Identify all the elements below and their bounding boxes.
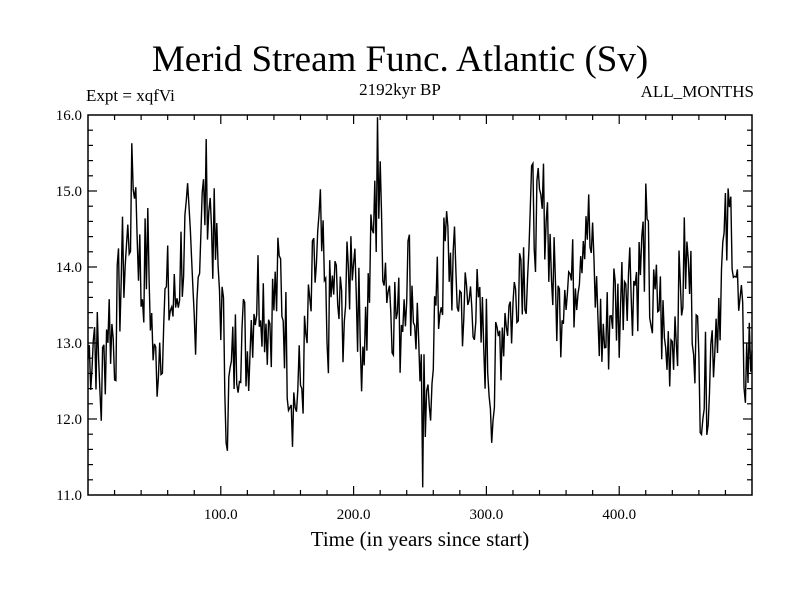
chart-subtitle: 2192kyr BP: [359, 80, 441, 99]
y-tick-label: 15.0: [56, 184, 82, 200]
x-axis-label: Time (in years since start): [310, 527, 530, 551]
y-tick-label: 13.0: [56, 336, 82, 352]
y-tick-label: 11.0: [56, 488, 82, 504]
x-tick-label: 100.0: [204, 507, 238, 523]
chart-title: Merid Stream Func. Atlantic (Sv): [151, 39, 649, 80]
x-tick-label: 400.0: [602, 507, 636, 523]
y-tick-label: 14.0: [56, 260, 82, 276]
series-line: [87, 117, 753, 488]
axis-ticks: 100.0 200.0 300.0 400.0 11.0 12.0 13.0 14.0 15.0…: [56, 108, 752, 523]
x-tick-label: 200.0: [337, 507, 371, 523]
experiment-label: Expt = xqfVi: [86, 86, 175, 105]
series-layer: [87, 117, 753, 488]
x-tick-label: 300.0: [470, 507, 504, 523]
y-tick-label: 16.0: [56, 108, 82, 124]
plot-frame: [87, 114, 753, 496]
y-tick-label: 12.0: [56, 412, 82, 428]
season-label: ALL_MONTHS: [640, 82, 754, 101]
